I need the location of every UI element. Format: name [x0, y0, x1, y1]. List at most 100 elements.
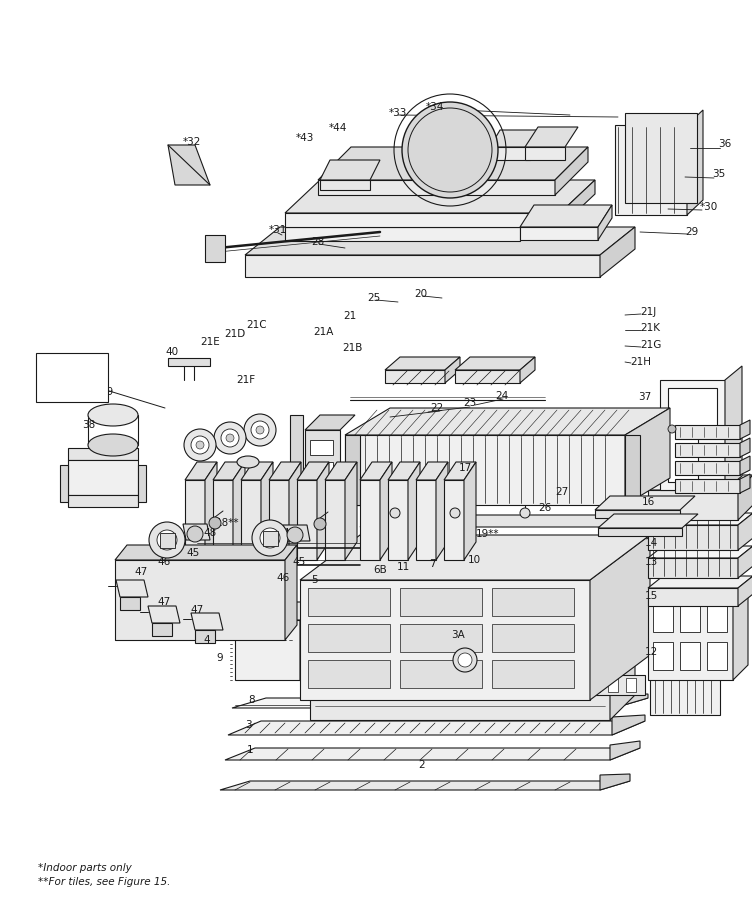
Circle shape	[390, 508, 400, 518]
Polygon shape	[235, 602, 330, 620]
Polygon shape	[160, 533, 175, 548]
Polygon shape	[675, 443, 740, 457]
Circle shape	[251, 421, 269, 439]
Polygon shape	[492, 624, 574, 652]
Polygon shape	[464, 462, 476, 560]
Circle shape	[221, 429, 239, 447]
Polygon shape	[648, 588, 738, 606]
Text: 22: 22	[430, 403, 444, 413]
Polygon shape	[590, 678, 600, 692]
Polygon shape	[648, 576, 752, 588]
Polygon shape	[625, 408, 670, 505]
Polygon shape	[518, 678, 528, 692]
Polygon shape	[400, 588, 482, 616]
Text: 21F: 21F	[236, 375, 256, 385]
Polygon shape	[325, 480, 345, 560]
Circle shape	[287, 527, 303, 543]
Polygon shape	[490, 675, 645, 695]
Polygon shape	[740, 438, 750, 457]
Polygon shape	[360, 462, 392, 480]
Polygon shape	[245, 227, 635, 255]
Polygon shape	[325, 462, 357, 480]
Circle shape	[453, 648, 477, 672]
Polygon shape	[380, 462, 392, 560]
Circle shape	[214, 422, 246, 454]
Text: 21G: 21G	[640, 340, 661, 350]
Polygon shape	[416, 480, 436, 560]
Polygon shape	[740, 456, 750, 475]
Text: 24: 24	[496, 391, 508, 401]
Polygon shape	[400, 660, 482, 688]
Polygon shape	[560, 180, 595, 227]
Polygon shape	[310, 462, 333, 477]
Polygon shape	[115, 560, 285, 640]
Polygon shape	[345, 408, 670, 435]
Ellipse shape	[88, 434, 138, 456]
Polygon shape	[648, 558, 738, 578]
Polygon shape	[648, 490, 738, 520]
Polygon shape	[283, 525, 310, 541]
Polygon shape	[297, 480, 317, 560]
Polygon shape	[345, 462, 357, 560]
Polygon shape	[317, 462, 329, 560]
Polygon shape	[520, 357, 535, 383]
Polygon shape	[525, 147, 565, 160]
Polygon shape	[120, 597, 140, 610]
Polygon shape	[205, 235, 225, 262]
Polygon shape	[626, 678, 636, 692]
Circle shape	[252, 520, 288, 556]
Polygon shape	[308, 588, 390, 616]
Text: 21A: 21A	[313, 327, 333, 337]
Polygon shape	[297, 462, 329, 480]
Polygon shape	[183, 524, 210, 540]
Polygon shape	[269, 462, 301, 480]
Polygon shape	[241, 462, 273, 480]
Polygon shape	[300, 535, 650, 580]
Polygon shape	[436, 462, 448, 560]
Polygon shape	[490, 147, 530, 160]
Ellipse shape	[88, 404, 138, 426]
Text: 39: 39	[100, 387, 114, 397]
Polygon shape	[235, 620, 300, 680]
Text: 19**: 19**	[476, 529, 500, 539]
Polygon shape	[590, 535, 650, 700]
Text: 16: 16	[642, 497, 655, 507]
Text: 1: 1	[247, 745, 253, 755]
Polygon shape	[530, 653, 550, 668]
Polygon shape	[225, 748, 640, 760]
Polygon shape	[520, 227, 598, 240]
Polygon shape	[525, 127, 578, 147]
Text: *31: *31	[268, 225, 287, 235]
Text: 29: 29	[685, 227, 699, 237]
Text: 28: 28	[311, 237, 325, 247]
Polygon shape	[492, 588, 574, 616]
Text: 26: 26	[538, 503, 552, 513]
Text: *Indoor parts only: *Indoor parts only	[38, 863, 132, 873]
Text: 40: 40	[165, 347, 178, 357]
Polygon shape	[68, 460, 138, 495]
Polygon shape	[220, 781, 630, 790]
Text: 35: 35	[712, 169, 725, 179]
Text: 14: 14	[645, 538, 658, 548]
Polygon shape	[308, 660, 390, 688]
Text: 36: 36	[718, 139, 731, 149]
Polygon shape	[660, 380, 725, 490]
Polygon shape	[148, 606, 180, 623]
Polygon shape	[205, 462, 217, 560]
Polygon shape	[707, 604, 727, 632]
Circle shape	[256, 426, 264, 434]
FancyBboxPatch shape	[36, 353, 108, 402]
Text: 17: 17	[459, 463, 472, 473]
Polygon shape	[233, 462, 245, 560]
Polygon shape	[648, 546, 752, 558]
Text: 46: 46	[277, 573, 290, 583]
Polygon shape	[675, 479, 740, 493]
Polygon shape	[648, 595, 733, 680]
Text: 20: 20	[414, 289, 428, 299]
Polygon shape	[388, 480, 408, 560]
Polygon shape	[269, 480, 289, 560]
Polygon shape	[738, 475, 752, 520]
Polygon shape	[492, 660, 574, 688]
Text: 48: 48	[282, 528, 296, 538]
Polygon shape	[687, 110, 703, 215]
